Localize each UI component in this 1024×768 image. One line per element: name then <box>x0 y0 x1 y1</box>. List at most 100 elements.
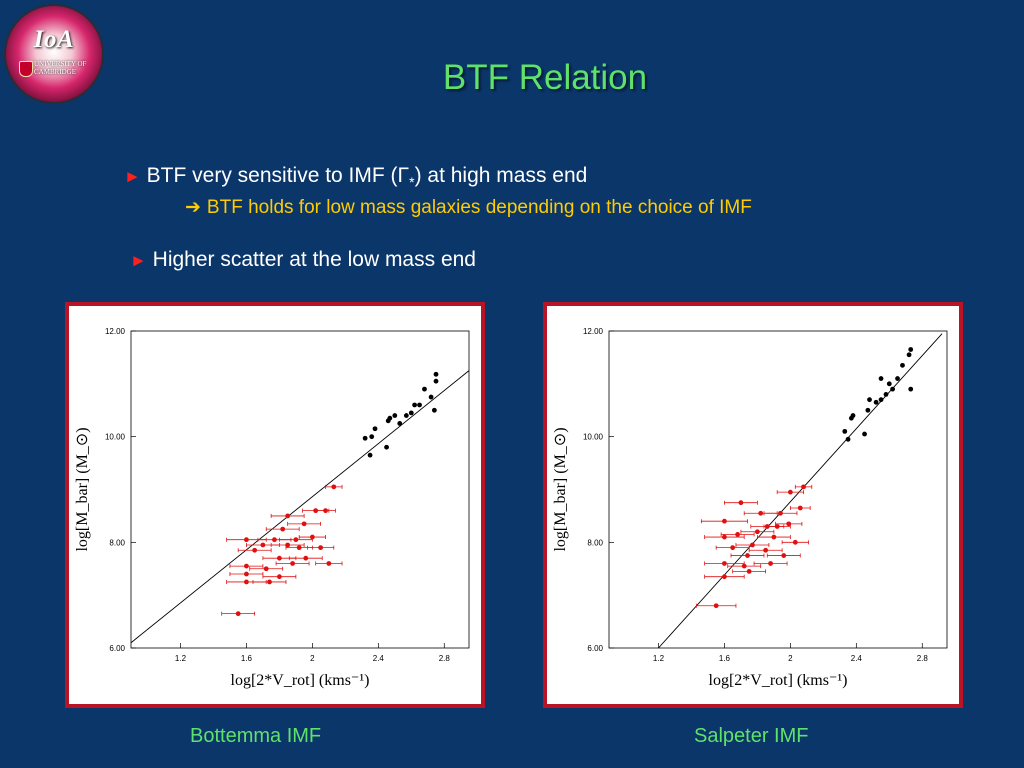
y-axis-label: log[M_bar] (M_⊙) <box>552 427 569 551</box>
ioa-cambridge-logo: IoA UNIVERSITY OF CAMBRIDGE <box>4 4 104 104</box>
data-point <box>883 392 889 397</box>
x-axis-label: log[2*V_rot] (kms⁻¹) <box>231 672 370 689</box>
data-point <box>867 397 872 403</box>
data-point <box>895 376 900 381</box>
data-point <box>845 436 851 442</box>
data-point <box>397 421 403 426</box>
data-point <box>786 521 792 527</box>
x-tick-label: 2 <box>788 654 793 663</box>
data-point <box>362 435 368 441</box>
data-point <box>331 484 337 490</box>
plot-area-border <box>608 330 948 649</box>
bullet-triangle-icon: ► <box>124 167 141 186</box>
data-point <box>890 386 895 392</box>
data-point <box>722 561 727 566</box>
data-point <box>384 444 389 450</box>
data-point <box>372 426 378 432</box>
series-high-mass <box>362 371 439 458</box>
x-tick-label: 1.6 <box>241 654 253 663</box>
plot-area-border <box>130 330 470 649</box>
btf-plot-bottemma: 6.00 8.00 10.00 12.00 1.2 1.6 2 2.4 2.8 log[2*V_r… <box>74 327 470 689</box>
x-tick-label: 1.2 <box>175 654 187 663</box>
data-point <box>713 603 719 609</box>
data-point <box>862 431 867 437</box>
fit-line <box>130 370 470 644</box>
y-tick-label: 12.00 <box>105 327 126 336</box>
data-point <box>745 553 750 558</box>
data-point <box>873 399 879 405</box>
data-point <box>422 386 427 392</box>
data-point <box>738 500 744 506</box>
x-tick-label: 2.4 <box>373 654 385 663</box>
data-point <box>263 566 269 572</box>
data-point <box>722 574 727 580</box>
y-tick-label: 8.00 <box>587 538 603 547</box>
data-point <box>260 542 266 548</box>
data-point <box>285 542 291 548</box>
data-point <box>746 568 752 574</box>
data-point <box>244 537 249 543</box>
slide-title: BTF Relation <box>442 58 648 97</box>
bullet1-text-before: BTF very sensitive to IMF (Γ <box>146 164 410 187</box>
bullet2-text: Higher scatter at the low mass end <box>152 248 476 271</box>
sub-bullet-text: BTF holds for low mass galaxies dependin… <box>206 197 752 218</box>
x-tick-label: 1.6 <box>719 654 731 663</box>
y-axis-label: log[M_bar] (M_⊙) <box>74 427 91 551</box>
data-point <box>244 571 249 577</box>
data-point <box>792 539 798 545</box>
x-tick-label: 2.8 <box>439 654 451 663</box>
data-point <box>787 489 793 495</box>
data-point <box>303 555 309 561</box>
sub-bullet-btf-holds: ➔ BTF holds for low mass galaxies dependi… <box>185 196 752 219</box>
right-arrow-icon: ➔ <box>185 197 201 218</box>
data-point <box>801 484 806 490</box>
data-point <box>431 407 437 413</box>
data-point <box>252 547 258 553</box>
data-point <box>722 518 727 524</box>
plot-frame-salpeter: 6.00 8.00 10.00 12.00 1.2 1.6 2 2.4 2.8 log[2*V_r… <box>543 302 963 708</box>
data-point <box>741 563 747 569</box>
data-point <box>797 505 803 511</box>
data-point <box>850 413 856 418</box>
data-point <box>900 362 905 368</box>
data-point <box>276 555 282 561</box>
data-point <box>758 510 764 516</box>
data-point <box>763 547 769 553</box>
fit-line <box>658 333 943 649</box>
data-point <box>290 561 295 566</box>
x-tick-label: 1.2 <box>653 654 665 663</box>
data-point <box>244 563 249 569</box>
data-point <box>878 376 884 381</box>
y-tick-label: 12.00 <box>583 327 604 336</box>
x-axis-label: log[2*V_rot] (kms⁻¹) <box>709 672 848 689</box>
cambridge-shield-icon <box>19 61 33 77</box>
bullet1-subscript: * <box>409 174 415 191</box>
data-point <box>235 611 241 617</box>
data-point <box>301 521 307 527</box>
bullet1-text-after: ) at high mass end <box>414 164 588 187</box>
data-point <box>735 532 741 537</box>
logo-line1: UNIVERSITY OF <box>34 60 87 68</box>
data-point <box>408 410 414 416</box>
data-point <box>276 574 282 580</box>
x-tick-label: 2.4 <box>851 654 863 663</box>
data-point <box>367 452 373 458</box>
data-point <box>774 524 780 529</box>
y-tick-label: 10.00 <box>583 433 604 442</box>
data-point <box>403 413 409 418</box>
caption-bottemma-imf: Bottemma IMF <box>190 725 322 747</box>
data-point <box>771 534 777 540</box>
caption-salpeter-imf: Salpeter IMF <box>694 725 809 747</box>
data-point <box>280 526 286 532</box>
y-tick-label: 6.00 <box>587 644 603 653</box>
data-point <box>878 397 884 403</box>
bullet-triangle-icon: ► <box>130 251 147 270</box>
data-point <box>433 378 439 384</box>
data-point <box>433 371 439 377</box>
series-high-mass <box>842 347 914 442</box>
plot-frame-bottemma: 6.00 8.00 10.00 12.00 1.2 1.6 2 2.4 2.8 log[2*V_r… <box>65 302 485 708</box>
data-point <box>781 553 787 558</box>
data-point <box>272 537 277 543</box>
data-point <box>417 402 422 408</box>
